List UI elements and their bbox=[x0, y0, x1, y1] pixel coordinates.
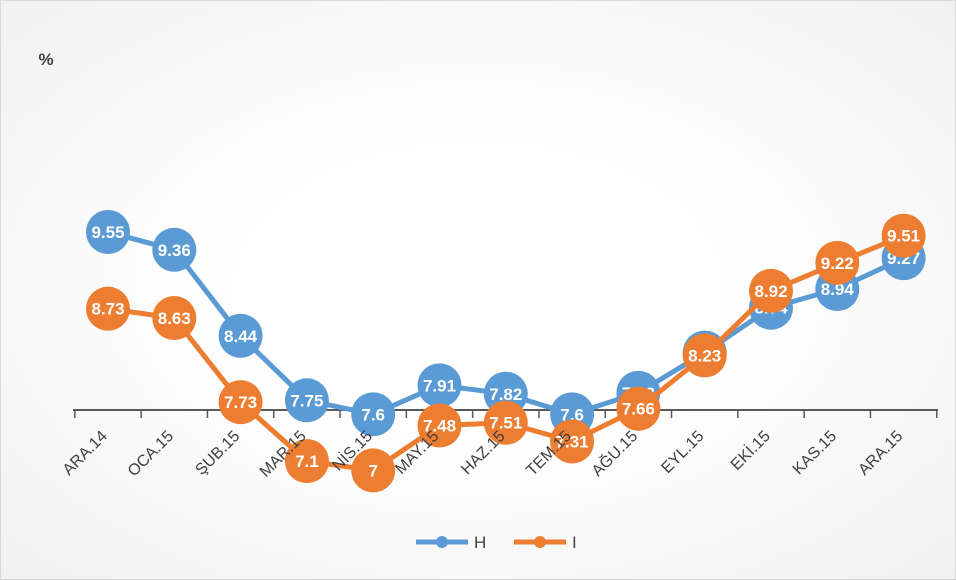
data-label: 7 bbox=[368, 461, 377, 480]
data-point bbox=[351, 392, 396, 437]
data-label: 7.6 bbox=[361, 405, 385, 424]
data-label: 9.22 bbox=[821, 254, 854, 273]
data-label: 9.36 bbox=[158, 241, 191, 260]
data-point bbox=[550, 419, 595, 464]
legend-swatch-marker bbox=[534, 536, 546, 548]
x-tick-label: HAZ.15 bbox=[458, 428, 508, 478]
x-axis-ticks bbox=[74, 410, 938, 418]
data-label: 7.1 bbox=[295, 452, 319, 471]
data-point bbox=[682, 333, 727, 378]
data-label: 8.44 bbox=[224, 327, 258, 346]
x-tick-label: EKİ.15 bbox=[726, 426, 773, 473]
data-point bbox=[749, 268, 793, 313]
data-point bbox=[815, 240, 860, 285]
data-label: 9.55 bbox=[91, 223, 124, 242]
data-point bbox=[152, 227, 197, 272]
data-label: 9.51 bbox=[887, 227, 920, 246]
x-tick-label: ARA.14 bbox=[60, 428, 111, 479]
legend-label: H bbox=[474, 533, 486, 552]
data-point bbox=[417, 403, 462, 448]
data-point bbox=[218, 380, 263, 425]
x-tick-label: ARA.15 bbox=[855, 428, 906, 479]
data-point bbox=[284, 439, 329, 484]
series-layer: 9.559.368.447.757.67.917.827.67.838.268.… bbox=[86, 210, 926, 493]
data-point bbox=[86, 210, 130, 254]
data-label: 7.48 bbox=[423, 417, 456, 436]
data-point bbox=[152, 296, 197, 341]
data-label: 8.63 bbox=[158, 309, 191, 328]
y-axis-unit-label: % bbox=[38, 50, 53, 69]
data-label: 7.82 bbox=[489, 385, 522, 404]
data-point bbox=[218, 313, 263, 358]
x-tick-label: AĞU.15 bbox=[588, 426, 642, 480]
data-label: 7.75 bbox=[290, 391, 323, 410]
data-label: 7.73 bbox=[224, 393, 257, 412]
data-point bbox=[86, 286, 130, 331]
x-tick-label: EYL.15 bbox=[658, 428, 707, 477]
data-label: 7.51 bbox=[489, 414, 522, 433]
data-point bbox=[616, 386, 661, 431]
data-label: 8.73 bbox=[91, 300, 124, 319]
series-I: 8.73 8.63 7.73 7.1 7 7.48 7.51 7.31 7.66 8.23 8.92… bbox=[86, 213, 926, 493]
x-tick-labels: ARA.14 OCA.15 ŞUB.15 MAR.15 NİS.15 MAY.15 HAZ.… bbox=[60, 426, 907, 480]
x-tick-label: ŞUB.15 bbox=[192, 428, 243, 479]
legend-item-I: I bbox=[514, 533, 577, 552]
data-point bbox=[284, 378, 329, 423]
legend-label: I bbox=[572, 533, 577, 552]
data-label: 7.91 bbox=[423, 376, 456, 395]
data-label: 8.92 bbox=[754, 282, 787, 301]
data-point bbox=[351, 448, 396, 493]
data-label: 8.23 bbox=[688, 346, 721, 365]
legend-swatch-marker bbox=[436, 536, 448, 548]
data-point bbox=[881, 213, 926, 258]
x-tick-label: KAS.15 bbox=[790, 428, 840, 478]
legend-item-H: H bbox=[416, 533, 486, 552]
data-label: 7.6 bbox=[560, 405, 584, 424]
data-label: 8.94 bbox=[821, 280, 855, 299]
data-label: 7.66 bbox=[622, 400, 655, 419]
x-tick-label: OCA.15 bbox=[125, 428, 177, 480]
data-point bbox=[483, 400, 528, 445]
data-point bbox=[417, 363, 462, 408]
data-label: 7.31 bbox=[556, 432, 589, 451]
